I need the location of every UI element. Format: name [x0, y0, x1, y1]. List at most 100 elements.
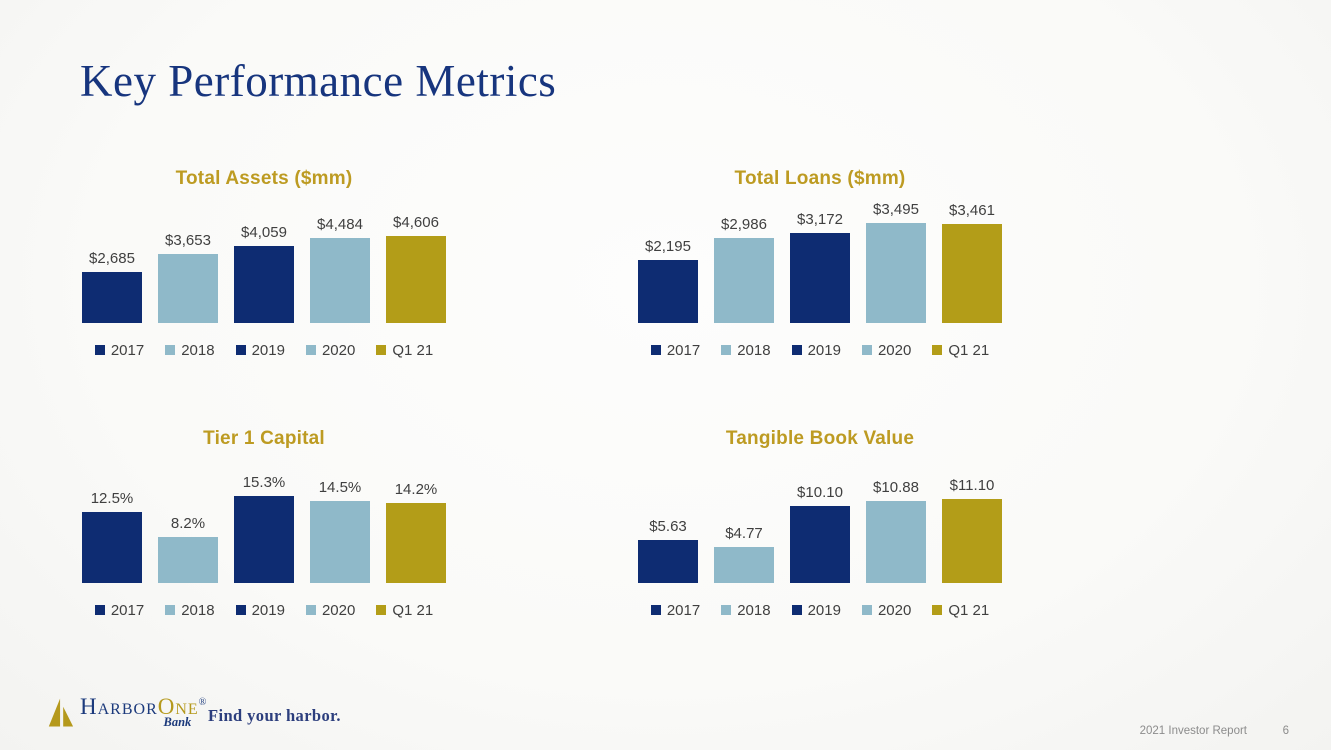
bar-value-label: $3,172	[797, 210, 843, 228]
chart-title: Total Loans ($mm)	[734, 168, 906, 189]
bar	[638, 260, 698, 323]
bar-value-label: 12.5%	[90, 490, 134, 508]
legend-swatch-icon	[721, 345, 732, 355]
legend-label: 2019	[807, 341, 841, 359]
legend-label: 2018	[181, 341, 215, 359]
bar	[158, 253, 218, 323]
legend-label: 2020	[877, 601, 912, 619]
harborone-wordmark: HarborOne® Bank	[80, 695, 207, 729]
bar-column: $11.10	[942, 477, 1002, 583]
legend-label: 2020	[321, 601, 356, 619]
legend-item: Q1 21	[376, 342, 433, 359]
sailboat-icon	[48, 698, 74, 727]
legend-swatch-icon	[650, 605, 661, 615]
bar	[866, 500, 926, 583]
chart-legend: 2017 2018 2019 2020 Q1 21	[64, 601, 464, 619]
legend-swatch-icon	[650, 345, 661, 355]
logo-bank-text: Bank	[163, 715, 192, 729]
legend-item: 2020	[861, 601, 912, 619]
legend-swatch-icon	[235, 605, 246, 615]
bar	[82, 512, 142, 583]
chart-tangible-book-value: Tangible Book Value $5.63 $4.77 $10.10 $10.…	[620, 428, 1020, 619]
bar-value-label: $10.10	[797, 484, 843, 502]
bar-value-label: 8.2%	[170, 514, 206, 532]
bar-column: $3,461	[942, 202, 1002, 323]
bar-value-label: $3,653	[165, 231, 211, 249]
bar-column: $5.63	[638, 518, 698, 583]
legend-swatch-icon	[721, 605, 732, 615]
bar-value-label: 14.5%	[318, 478, 362, 496]
bar-column: $4,059	[234, 224, 294, 323]
bar-column: $3,172	[790, 211, 850, 323]
legend-label: Q1 21	[948, 601, 990, 619]
bar	[790, 506, 850, 583]
legend-swatch-icon	[932, 345, 943, 355]
bar	[714, 237, 774, 323]
page-number: 6	[1282, 725, 1289, 737]
bar-column: $10.10	[790, 484, 850, 583]
bar	[82, 272, 142, 323]
harborone-logo: HarborOne® Bank	[47, 695, 207, 729]
legend-swatch-icon	[305, 345, 316, 355]
legend-label: 2019	[807, 601, 841, 619]
legend-swatch-icon	[165, 345, 176, 355]
legend-item: 2017	[94, 602, 144, 619]
bar	[638, 540, 698, 583]
legend-item: 2020	[305, 601, 356, 619]
legend-swatch-icon	[376, 605, 387, 615]
legend-item: 2017	[650, 601, 701, 619]
bar	[942, 498, 1002, 583]
bar	[386, 235, 446, 323]
legend-item: 2018	[721, 342, 771, 359]
bar-value-label: $10.88	[873, 478, 919, 496]
legend-swatch-icon	[235, 345, 246, 355]
legend-swatch-icon	[94, 605, 105, 615]
legend-label: 2018	[181, 601, 215, 619]
chart-legend: 2017 2018 2019 2020 Q1 21	[64, 341, 464, 359]
chart-tier1-capital: Tier 1 Capital 12.5% 8.2% 15.3% 14.5% 14.2% …	[64, 428, 464, 619]
chart-plot-area: $2,685 $3,653 $4,059 $4,484 $4,606	[64, 192, 464, 323]
legend-swatch-icon	[791, 605, 802, 615]
legend-swatch-icon	[791, 345, 802, 355]
bar-column: 14.2%	[386, 481, 446, 583]
bar-column: $3,495	[866, 201, 926, 323]
legend-item: 2019	[791, 341, 841, 359]
bar-column: $4,484	[310, 216, 370, 323]
bar-value-label: $2,195	[645, 238, 691, 256]
bar-column: $3,653	[158, 232, 218, 323]
bar-value-label: $3,461	[949, 202, 995, 220]
bar-value-label: $11.10	[949, 476, 995, 494]
chart-title: Total Assets ($mm)	[175, 168, 353, 189]
tagline: Find your harbor.	[208, 706, 341, 725]
legend-swatch-icon	[305, 605, 316, 615]
legend-swatch-icon	[376, 345, 387, 355]
legend-item: 2020	[305, 342, 355, 359]
chart-plot-area: 12.5% 8.2% 15.3% 14.5% 14.2%	[64, 452, 464, 583]
bar-column: $2,195	[638, 238, 698, 323]
legend-label: 2017	[666, 601, 701, 619]
legend-item: 2017	[94, 342, 144, 359]
bar	[866, 223, 926, 323]
registered-mark: ®	[198, 697, 208, 708]
bar-column: $4,606	[386, 214, 446, 323]
legend-label: Q1 21	[392, 601, 434, 619]
legend-item: 2017	[650, 342, 700, 359]
slide-title: Key Performance Metrics	[80, 56, 557, 106]
legend-item: 2020	[861, 342, 911, 359]
legend-label: Q1 21	[948, 341, 990, 359]
logo-harbor-text: Harbor	[80, 694, 158, 719]
legend-swatch-icon	[861, 345, 872, 355]
legend-label: 2019	[251, 341, 285, 359]
legend-item: Q1 21	[932, 602, 989, 619]
bar	[158, 536, 218, 583]
legend-item: Q1 21	[932, 342, 989, 359]
bar-column: $2,685	[82, 250, 142, 323]
bar	[310, 500, 370, 583]
legend-item: 2018	[721, 602, 771, 619]
logo-one-text: One	[157, 694, 199, 719]
legend-item: Q1 21	[376, 602, 433, 619]
bar	[790, 232, 850, 323]
chart-title: Tangible Book Value	[725, 428, 915, 449]
bar-value-label: 15.3%	[242, 474, 286, 492]
